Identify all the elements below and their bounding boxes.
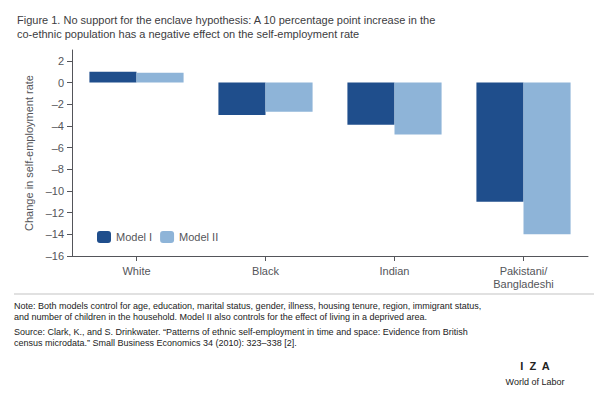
svg-text:and number of children in the: and number of children in the household.…	[14, 312, 427, 322]
svg-text:I Z A: I Z A	[520, 360, 550, 372]
svg-text:census microdata.” Small Busin: census microdata.” Small Business Econom…	[14, 338, 297, 348]
svg-text:Source: Clark, K., and S. Drin: Source: Clark, K., and S. Drinkwater. “P…	[14, 327, 468, 337]
svg-text:Indian: Indian	[380, 265, 410, 277]
svg-text:World of Labor: World of Labor	[506, 377, 565, 387]
svg-text:0: 0	[58, 77, 64, 89]
svg-text:–16: –16	[46, 250, 64, 262]
svg-text:Note: Both models control for: Note: Both models control for age, educa…	[14, 301, 481, 311]
svg-text:–10: –10	[46, 185, 64, 197]
svg-text:Black: Black	[252, 265, 279, 277]
svg-text:Model II: Model II	[179, 231, 218, 243]
svg-text:Pakistani/: Pakistani/	[500, 265, 549, 277]
svg-text:–4: –4	[52, 120, 64, 132]
svg-text:–8: –8	[52, 163, 64, 175]
svg-text:Change in self-employment rate: Change in self-employment rate	[23, 75, 35, 231]
svg-text:White: White	[122, 265, 150, 277]
svg-text:co-ethnic population has a neg: co-ethnic population has a negative effe…	[17, 28, 359, 40]
svg-text:Figure 1. No support for the e: Figure 1. No support for the enclave hyp…	[17, 14, 435, 26]
svg-text:–6: –6	[52, 142, 64, 154]
svg-text:–14: –14	[46, 228, 64, 240]
svg-text:–2: –2	[52, 98, 64, 110]
svg-text:Bangladeshi: Bangladeshi	[493, 278, 554, 290]
svg-text:Model I: Model I	[116, 231, 152, 243]
svg-text:–12: –12	[46, 207, 64, 219]
svg-text:2: 2	[58, 55, 64, 67]
